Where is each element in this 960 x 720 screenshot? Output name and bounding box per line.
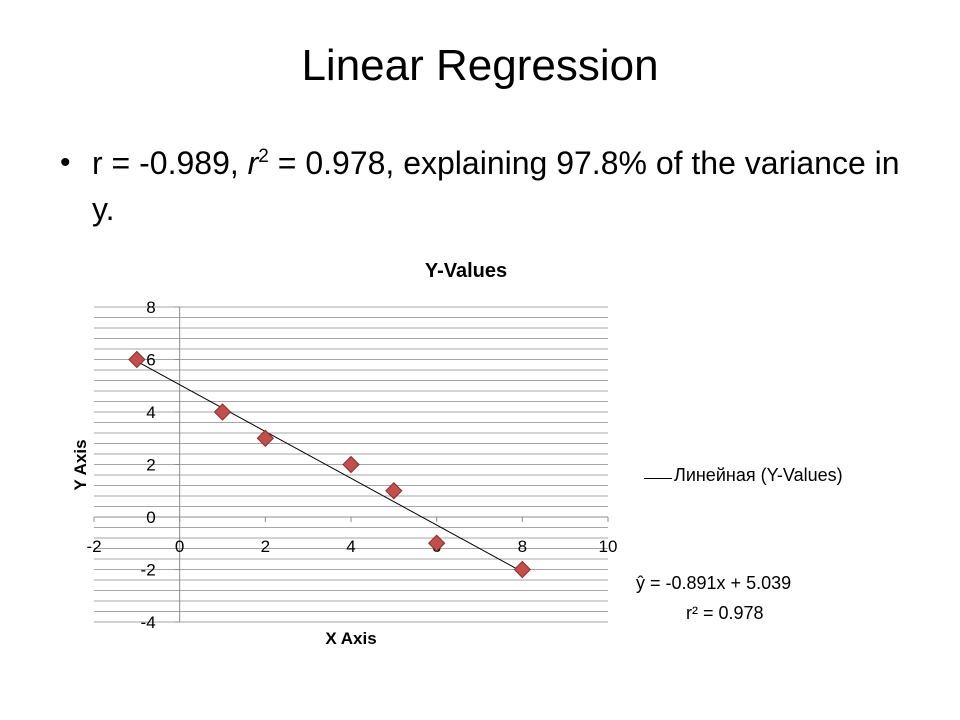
data-point [427, 534, 446, 552]
bullet-text-pre: r = -0.989, [92, 145, 248, 181]
chart-title: Y-Values [425, 260, 507, 282]
bullet-marker: • [60, 146, 71, 179]
trendline [136, 360, 523, 573]
y-tick-label: 8 [146, 298, 155, 317]
data-point [385, 482, 403, 500]
data-point [513, 560, 532, 579]
bullet-text-post: = 0.978, explaining 97.8% of the varianc… [92, 145, 900, 227]
x-axis-label: X Axis [325, 629, 376, 648]
y-tick-label: 2 [146, 456, 155, 475]
y-tick-label: -2 [141, 561, 156, 580]
trendline-equation: ŷ = -0.891x + 5.039 [636, 573, 792, 593]
bullet-r-variable: r [247, 145, 259, 181]
y-tick-label: 6 [146, 351, 155, 370]
trendline-r-squared: r² = 0.978 [686, 603, 764, 623]
bullet-superscript: 2 [258, 146, 269, 167]
y-tick-label: -4 [141, 613, 156, 632]
x-tick-label: -2 [86, 537, 101, 556]
y-tick-label: 0 [146, 508, 155, 527]
data-point [256, 429, 275, 447]
y-axis-label: Y Axis [71, 439, 90, 490]
slide-title: Linear Regression [301, 41, 659, 90]
x-tick-label: 2 [261, 537, 270, 556]
x-tick-label: 10 [599, 537, 618, 556]
data-point [128, 350, 146, 369]
x-tick-label: 0 [175, 537, 184, 556]
data-point [342, 455, 360, 474]
data-point [213, 403, 232, 421]
y-tick-label: 4 [146, 403, 155, 422]
legend-trendline-swatch [644, 478, 672, 479]
legend-trendline-label: Линейная (Y-Values) [674, 465, 843, 485]
x-tick-label: 8 [518, 537, 527, 556]
bullet-text: r = -0.989, r2 = 0.978, explaining 97.8%… [92, 140, 912, 232]
x-tick-label: 4 [346, 537, 355, 556]
